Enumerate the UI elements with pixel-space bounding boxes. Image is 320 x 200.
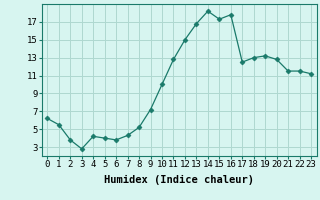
X-axis label: Humidex (Indice chaleur): Humidex (Indice chaleur) (104, 175, 254, 185)
